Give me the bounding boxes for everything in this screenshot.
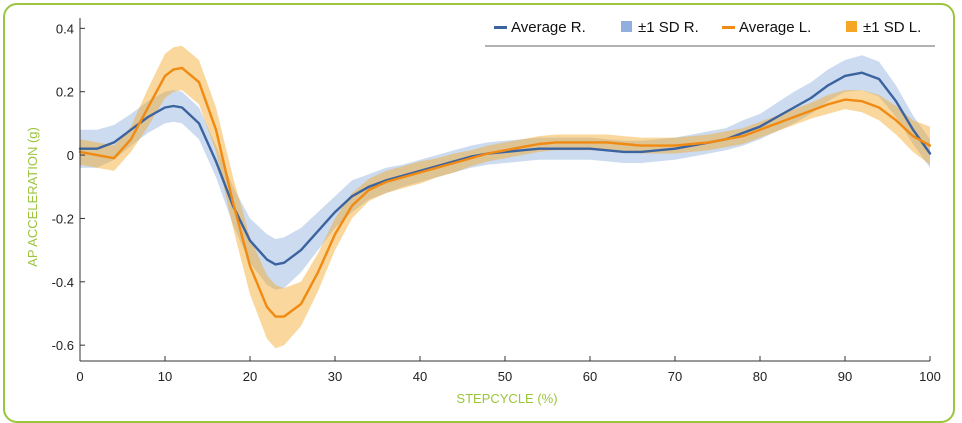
x-tick-label: 50 bbox=[498, 369, 512, 384]
x-tick-label: 30 bbox=[328, 369, 342, 384]
x-tick-label: 80 bbox=[753, 369, 767, 384]
x-tick-label: 100 bbox=[919, 369, 941, 384]
legend-label: Average L. bbox=[739, 19, 811, 36]
sd-band-r bbox=[80, 55, 930, 290]
sd-bands bbox=[80, 45, 930, 349]
legend-label: ±1 SD L. bbox=[863, 19, 921, 36]
line-chart: 0 10 20 30 40 50 60 70 80 90 100 0.4 0.2 0 -0.2 -0.4 -0.… bbox=[25, 18, 941, 406]
legend: Average R. ±1 SD R. Average L. ±1 SD L. bbox=[485, 19, 935, 47]
y-axis-title: AP ACCELERATION (g) bbox=[25, 127, 40, 267]
legend-label: ±1 SD R. bbox=[638, 19, 699, 36]
series-line-average-l bbox=[78, 66, 932, 318]
x-tick-label: 70 bbox=[668, 369, 682, 384]
x-tick-label: 40 bbox=[413, 369, 427, 384]
y-tick-label: -0.4 bbox=[52, 275, 74, 290]
legend-label: Average R. bbox=[511, 19, 586, 36]
y-tick-label: -0.6 bbox=[52, 338, 74, 353]
x-tick-label: 20 bbox=[243, 369, 257, 384]
x-tick-label: 60 bbox=[583, 369, 597, 384]
x-tick-label: 10 bbox=[158, 369, 172, 384]
axes: 0 10 20 30 40 50 60 70 80 90 100 0.4 0.2 0 -0.2 -0.4 -0.… bbox=[52, 18, 941, 384]
x-axis-title: STEPCYCLE (%) bbox=[456, 391, 557, 406]
y-tick-label: -0.2 bbox=[52, 211, 74, 226]
y-tick-label: 0 bbox=[67, 148, 74, 163]
y-tick-label: 0.2 bbox=[56, 85, 74, 100]
y-tick-label: 0.4 bbox=[56, 21, 74, 36]
series-lines bbox=[78, 66, 932, 318]
legend-swatch-line bbox=[722, 26, 735, 29]
x-tick-label: 0 bbox=[76, 369, 83, 384]
legend-swatch-patch bbox=[846, 21, 857, 32]
legend-swatch-patch bbox=[621, 21, 632, 32]
x-tick-label: 90 bbox=[838, 369, 852, 384]
legend-swatch-line bbox=[494, 26, 507, 29]
